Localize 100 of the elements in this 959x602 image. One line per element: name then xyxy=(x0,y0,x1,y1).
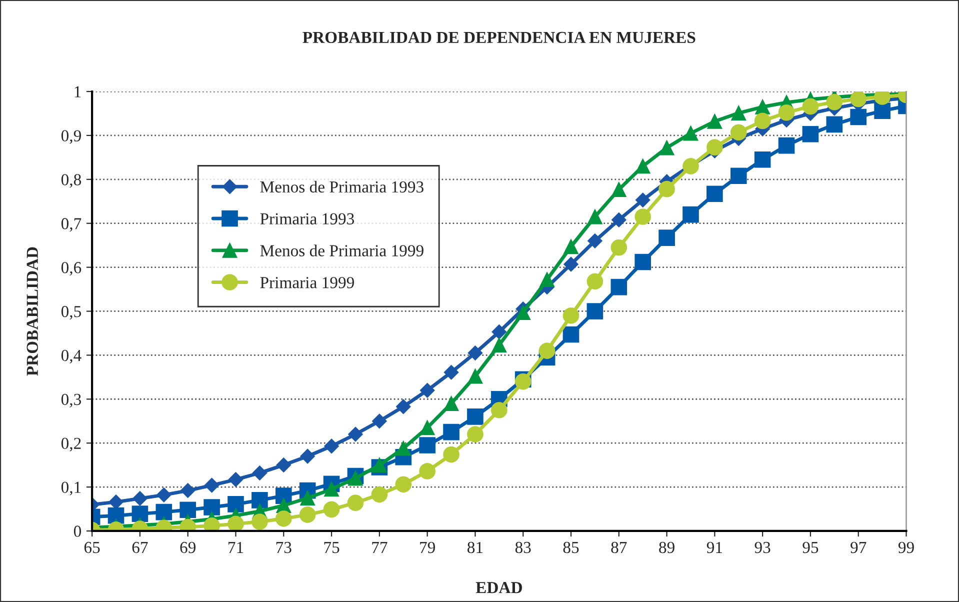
point xyxy=(467,426,484,442)
point xyxy=(108,494,124,510)
point xyxy=(706,139,723,156)
point xyxy=(588,234,602,248)
point xyxy=(778,104,795,121)
point xyxy=(658,180,675,198)
point xyxy=(467,408,484,425)
point xyxy=(324,482,339,497)
point xyxy=(730,124,747,141)
y-tick-label: 0,3 xyxy=(61,394,81,408)
point xyxy=(276,458,292,472)
point xyxy=(420,382,435,398)
point xyxy=(396,399,411,414)
point xyxy=(443,424,460,440)
chart-title: PROBABILIDAD DE DEPENDENCIA EN MUJERES xyxy=(302,32,696,44)
point xyxy=(444,364,459,380)
point xyxy=(683,126,698,141)
point xyxy=(419,437,436,454)
point xyxy=(826,116,843,133)
point xyxy=(516,305,531,320)
x-tick-label: 87 xyxy=(611,542,627,554)
point xyxy=(587,209,602,224)
point xyxy=(468,346,483,360)
y-tick-label: 0 xyxy=(74,526,82,537)
x-tick-label: 65 xyxy=(84,542,100,554)
y-tick-label: 0,8 xyxy=(61,174,82,188)
point xyxy=(204,499,220,516)
y-tick-label: 0,5 xyxy=(61,306,81,320)
y-tick-label: 0,2 xyxy=(61,438,81,452)
point xyxy=(538,342,556,359)
x-tick-label: 71 xyxy=(228,542,244,553)
point xyxy=(610,239,628,256)
x-tick-label: 67 xyxy=(132,542,148,554)
point xyxy=(540,272,555,288)
y-tick-label: 0,6 xyxy=(61,262,82,276)
y-tick-label: 0,9 xyxy=(61,130,81,144)
point xyxy=(132,491,148,506)
point xyxy=(300,490,316,506)
y-tick-label: 0,7 xyxy=(61,218,82,232)
x-axis-title: EDAD xyxy=(476,582,522,594)
x-tick-label: 99 xyxy=(898,542,914,554)
point xyxy=(730,168,747,184)
point xyxy=(659,140,674,156)
point xyxy=(228,472,244,487)
point xyxy=(492,324,507,340)
point xyxy=(754,151,771,168)
y-axis-title: PROBABILIDAD xyxy=(26,247,38,376)
point xyxy=(444,396,459,411)
point xyxy=(634,208,651,225)
x-tick-label: 85 xyxy=(563,542,579,554)
point xyxy=(300,448,315,464)
x-tick-label: 83 xyxy=(515,542,531,554)
point xyxy=(610,278,628,296)
point xyxy=(468,368,483,384)
y-tick-label: 0,4 xyxy=(61,350,82,364)
point xyxy=(396,440,411,456)
point xyxy=(706,186,723,202)
point xyxy=(658,230,675,246)
x-tick-label: 89 xyxy=(659,542,674,554)
x-tick-label: 75 xyxy=(324,542,340,554)
point xyxy=(299,506,316,523)
point xyxy=(204,478,220,493)
point xyxy=(731,106,746,120)
point xyxy=(443,446,460,463)
point xyxy=(635,192,650,208)
x-tick-label: 77 xyxy=(372,542,388,553)
x-tick-label: 73 xyxy=(276,542,292,554)
point xyxy=(562,307,580,324)
point xyxy=(754,112,771,130)
point xyxy=(228,496,244,512)
point xyxy=(348,426,363,442)
x-tick-label: 93 xyxy=(754,542,770,554)
point xyxy=(826,94,843,110)
legend-label: Menos de Primaria 1999 xyxy=(260,244,424,256)
point xyxy=(707,114,722,129)
x-tick-label: 95 xyxy=(802,542,818,554)
x-tick-label: 97 xyxy=(850,542,866,554)
point xyxy=(562,326,580,343)
y-tick-label: 0,1 xyxy=(61,482,81,496)
point xyxy=(611,182,626,197)
point xyxy=(371,486,388,503)
point xyxy=(180,502,196,518)
point xyxy=(802,126,819,142)
y-tick-label: 1 xyxy=(74,86,81,98)
point xyxy=(132,506,148,522)
point xyxy=(586,273,604,290)
x-tick-label: 91 xyxy=(706,542,722,554)
point xyxy=(420,420,435,436)
point xyxy=(778,137,795,154)
legend-label: Menos de Primaria 1993 xyxy=(260,180,424,193)
point xyxy=(252,492,268,508)
legend-label: Primaria 1993 xyxy=(260,213,354,224)
point xyxy=(492,338,507,353)
x-tick-label: 79 xyxy=(420,542,435,554)
point xyxy=(228,516,244,531)
point xyxy=(348,470,363,486)
point xyxy=(586,303,604,320)
legend-label: Primaria 1999 xyxy=(260,277,354,288)
point xyxy=(347,494,364,511)
point xyxy=(180,483,196,498)
